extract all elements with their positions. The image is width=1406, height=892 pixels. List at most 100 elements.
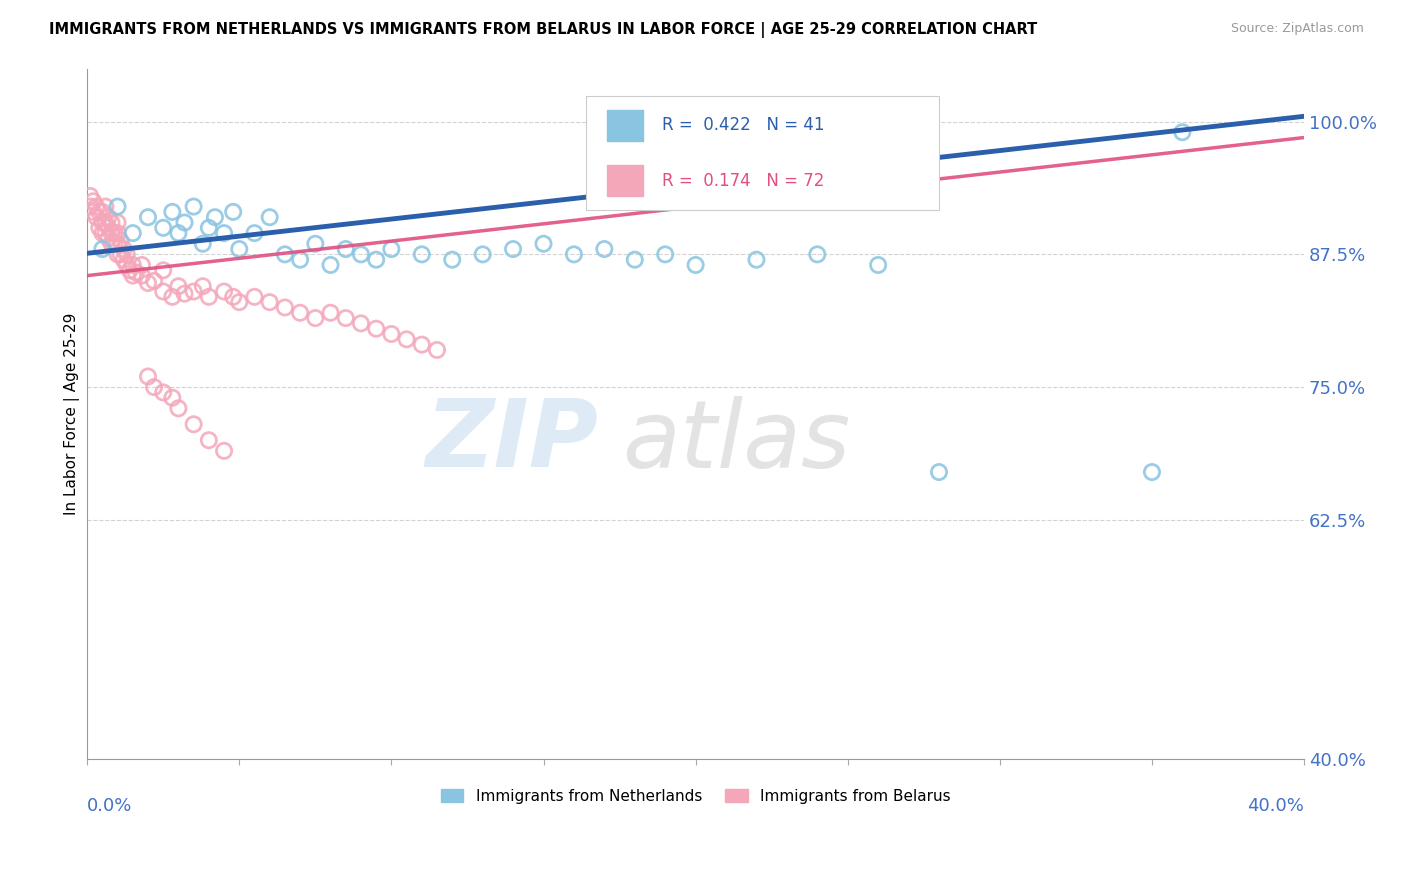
Point (84, 200, 107, 214)
Point (319, 306, 342, 320)
Point (173, 215, 195, 229)
Point (173, 286, 195, 301)
Point (167, 226, 190, 240)
Point (745, 252, 768, 267)
Point (162, 290, 184, 304)
Point (380, 326, 402, 341)
Point (131, 258, 153, 272)
Point (107, 247, 129, 261)
Text: R =  0.174   N = 72: R = 0.174 N = 72 (662, 171, 824, 190)
Point (471, 247, 494, 261)
Point (91, 242, 114, 256)
Point (107, 215, 129, 229)
Point (350, 317, 373, 331)
Point (162, 205, 184, 219)
Point (97, 220, 120, 235)
Point (212, 226, 235, 240)
Point (198, 433, 221, 447)
Point (228, 242, 250, 256)
Point (143, 380, 166, 394)
Point (118, 263, 141, 277)
Point (136, 210, 159, 224)
Point (623, 252, 645, 267)
Point (259, 210, 281, 224)
Point (366, 321, 388, 335)
Point (426, 343, 449, 357)
Point (97, 231, 120, 245)
Point (131, 268, 153, 283)
Point (91, 215, 114, 229)
Point (288, 306, 311, 320)
FancyBboxPatch shape (607, 110, 644, 141)
Point (183, 200, 205, 214)
Point (107, 236, 129, 251)
Point (107, 226, 129, 240)
Point (94, 215, 117, 229)
Point (162, 391, 184, 405)
Text: Source: ZipAtlas.com: Source: ZipAtlas.com (1230, 22, 1364, 36)
Point (100, 215, 122, 229)
Point (259, 295, 281, 310)
Point (274, 301, 297, 315)
Point (198, 290, 221, 304)
Point (143, 274, 166, 288)
Point (411, 337, 433, 351)
Point (121, 268, 143, 283)
Point (82, 205, 104, 219)
Point (502, 242, 524, 256)
Point (100, 236, 122, 251)
Point (91, 226, 114, 240)
Point (685, 258, 707, 272)
Text: 40.0%: 40.0% (1247, 797, 1305, 814)
Point (112, 242, 135, 256)
Point (274, 247, 297, 261)
Point (100, 226, 122, 240)
Point (112, 252, 135, 267)
Text: ZIP: ZIP (426, 395, 599, 487)
Point (533, 236, 555, 251)
Point (304, 236, 326, 251)
Point (183, 417, 205, 432)
Point (115, 247, 138, 261)
Point (183, 285, 205, 299)
Point (204, 210, 226, 224)
Point (562, 247, 585, 261)
FancyBboxPatch shape (607, 165, 644, 196)
Point (110, 234, 132, 248)
Point (806, 247, 828, 261)
Point (222, 205, 245, 219)
Point (593, 242, 616, 256)
Point (136, 276, 159, 290)
Point (79, 200, 101, 214)
Text: IMMIGRANTS FROM NETHERLANDS VS IMMIGRANTS FROM BELARUS IN LABOR FORCE | AGE 25-2: IMMIGRANTS FROM NETHERLANDS VS IMMIGRANT… (49, 22, 1038, 38)
Point (411, 247, 433, 261)
Point (191, 236, 214, 251)
Point (79, 189, 101, 203)
Point (366, 252, 388, 267)
Point (91, 205, 114, 219)
Point (152, 263, 174, 277)
Point (198, 220, 221, 235)
Point (191, 279, 214, 293)
Point (152, 220, 174, 235)
Point (167, 401, 190, 416)
Point (928, 465, 950, 479)
Point (136, 369, 159, 384)
FancyBboxPatch shape (586, 96, 939, 210)
Point (654, 247, 676, 261)
Legend: Immigrants from Netherlands, Immigrants from Belarus: Immigrants from Netherlands, Immigrants … (434, 782, 957, 810)
Point (82, 194, 104, 209)
Point (243, 290, 266, 304)
Point (243, 226, 266, 240)
Point (94, 200, 117, 214)
Point (395, 332, 418, 346)
Point (110, 247, 132, 261)
Point (152, 285, 174, 299)
Point (350, 247, 373, 261)
Point (97, 210, 120, 224)
Point (212, 285, 235, 299)
Point (288, 252, 311, 267)
Point (228, 295, 250, 310)
Point (335, 242, 357, 256)
Y-axis label: In Labor Force | Age 25-29: In Labor Force | Age 25-29 (65, 312, 80, 515)
